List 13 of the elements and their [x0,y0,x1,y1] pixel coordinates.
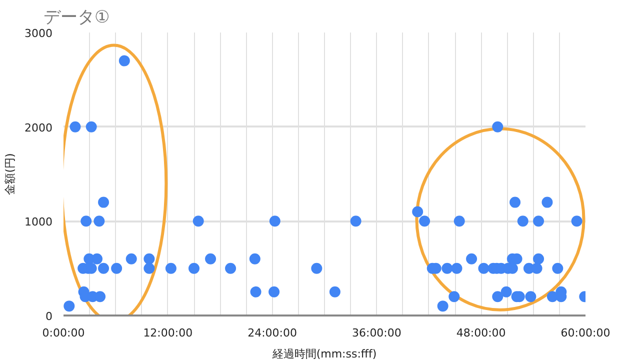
y-tick-label: 2000 [24,121,53,134]
x-tick-label: 48:00:00 [456,326,506,340]
y-tick-label: 0 [46,310,52,323]
x-tick-label: 12:00:00 [143,326,193,340]
y-axis-title: 金額(円) [4,153,17,195]
x-axis-title: 経過時間(mm:ss:fff) [271,348,377,360]
x-tick-label: 24:00:00 [248,326,298,340]
y-tick-label: 3000 [24,27,53,40]
x-tick-label: 60:00:00 [560,326,610,340]
chart-title: データ① [44,8,110,28]
x-tick-label: 36:00:00 [352,326,402,340]
y-tick-label: 1000 [24,216,53,229]
x-tick-label: 0:00:00 [42,326,85,340]
